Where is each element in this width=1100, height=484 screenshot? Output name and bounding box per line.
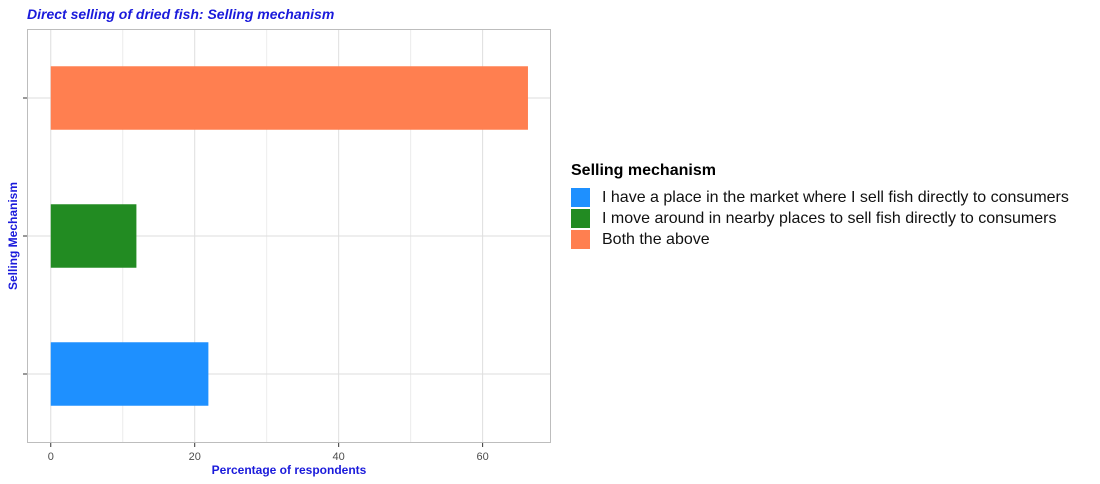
legend-label-both: Both the above [602,230,710,248]
y-axis-title: Selling Mechanism [6,182,20,290]
legend-swatch-both [571,230,590,249]
plot-border [27,29,551,443]
legend: Selling mechanism I have a place in the … [571,162,1069,250]
legend-item-move-around: I move around in nearby places to sell f… [571,208,1069,229]
legend-swatch-market-place [571,188,590,207]
legend-label-market-place: I have a place in the market where I sel… [602,188,1069,206]
bar-0 [50,342,209,406]
x-tick-label: 0 [48,451,54,463]
bar-1 [50,204,137,268]
legend-item-market-place: I have a place in the market where I sel… [571,187,1069,208]
x-axis-title: Percentage of respondents [212,463,367,477]
chart-title: Direct selling of dried fish: Selling me… [27,6,335,22]
legend-label-move-around: I move around in nearby places to sell f… [602,209,1057,227]
legend-swatch-move-around [571,209,590,228]
legend-title: Selling mechanism [571,162,716,179]
x-tick-label: 20 [189,451,201,463]
legend-item-both: Both the above [571,229,1069,250]
x-tick-label: 40 [333,451,345,463]
bar-2 [50,66,528,130]
x-tick-label: 60 [476,451,488,463]
